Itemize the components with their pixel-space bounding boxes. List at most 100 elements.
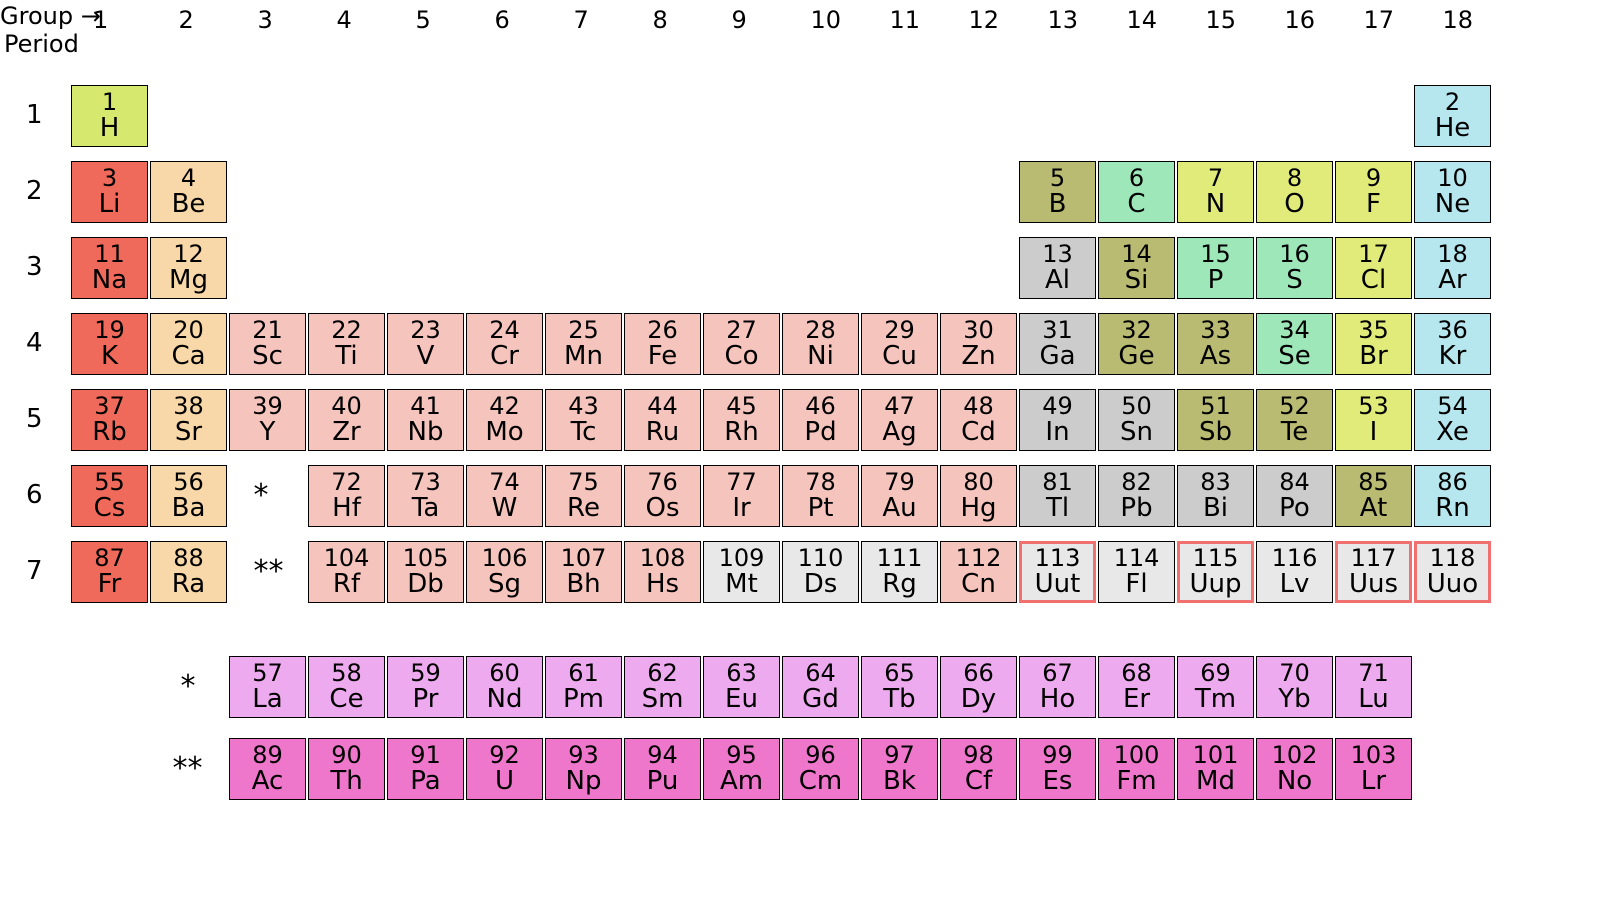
element-cell-Kr: 36Kr [1414,313,1491,375]
atomic-number: 12 [173,242,204,267]
element-cell-Rf: 104Rf [308,541,385,603]
element-symbol: Cm [799,768,842,795]
element-symbol: Ba [172,495,206,522]
atomic-number: 67 [1042,661,1073,686]
element-cell-Be: 4Be [150,161,227,223]
atomic-number: 93 [568,743,599,768]
element-symbol: Dy [961,686,996,713]
element-symbol: Uus [1349,571,1398,598]
atomic-number: 71 [1358,661,1389,686]
element-symbol: Ra [172,571,205,598]
atomic-number: 1 [102,90,117,115]
atomic-number: 8 [1287,166,1302,191]
element-cell-Sr: 38Sr [150,389,227,451]
atomic-number: 36 [1437,318,1468,343]
element-symbol: Cs [94,495,126,522]
element-cell-Pa: 91Pa [387,738,464,800]
element-cell-Ag: 47Ag [861,389,938,451]
group-label: Group → [0,2,101,30]
element-cell-Am: 95Am [703,738,780,800]
element-cell-Br: 35Br [1335,313,1412,375]
element-symbol: At [1360,495,1388,522]
atomic-number: 30 [963,318,994,343]
element-cell-Sg: 106Sg [466,541,543,603]
atomic-number: 7 [1208,166,1223,191]
atomic-number: 77 [726,470,757,495]
element-symbol: Eu [725,686,758,713]
atomic-number: 39 [252,394,283,419]
atomic-number: 9 [1366,166,1381,191]
element-cell-Po: 84Po [1256,465,1333,527]
element-cell-Cn: 112Cn [940,541,1017,603]
element-symbol: Pb [1120,495,1152,522]
element-cell-Ho: 67Ho [1019,656,1096,718]
atomic-number: 41 [410,394,441,419]
atomic-number: 4 [181,166,196,191]
element-cell-Rb: 37Rb [71,389,148,451]
atomic-number: 84 [1279,470,1310,495]
element-cell-Lr: 103Lr [1335,738,1412,800]
element-symbol: Tm [1195,686,1236,713]
element-cell-Fm: 100Fm [1098,738,1175,800]
element-cell-U: 92U [466,738,543,800]
element-symbol: Np [566,768,602,795]
atomic-number: 14 [1121,242,1152,267]
atomic-number: 117 [1351,546,1397,571]
atomic-number: 112 [956,546,1002,571]
atomic-number: 10 [1437,166,1468,191]
atomic-number: 16 [1279,242,1310,267]
atomic-number: 100 [1114,743,1160,768]
element-symbol: Fm [1116,768,1156,795]
element-symbol: B [1049,191,1067,218]
element-cell-Ne: 10Ne [1414,161,1491,223]
element-cell-Si: 14Si [1098,237,1175,299]
atomic-number: 29 [884,318,915,343]
group-number: 16 [1285,6,1316,34]
group-number: 13 [1048,6,1079,34]
element-symbol: Ho [1040,686,1075,713]
element-cell-Pu: 94Pu [624,738,701,800]
element-symbol: Rf [333,571,360,598]
atomic-number: 94 [647,743,678,768]
element-cell-Eu: 63Eu [703,656,780,718]
atomic-number: 15 [1200,242,1231,267]
element-symbol: Ag [882,419,916,446]
element-symbol: Mt [725,571,758,598]
element-cell-Pt: 78Pt [782,465,859,527]
element-cell-Os: 76Os [624,465,701,527]
element-cell-Es: 99Es [1019,738,1096,800]
atomic-number: 47 [884,394,915,419]
atomic-number: 110 [798,546,844,571]
group-number: 15 [1206,6,1237,34]
element-cell-N: 7N [1177,161,1254,223]
atomic-number: 107 [561,546,607,571]
element-symbol: O [1284,191,1304,218]
atomic-number: 79 [884,470,915,495]
element-cell-Re: 75Re [545,465,622,527]
atomic-number: 62 [647,661,678,686]
element-cell-I: 53I [1335,389,1412,451]
element-symbol: Cl [1361,267,1386,294]
element-cell-Mt: 109Mt [703,541,780,603]
element-cell-Tl: 81Tl [1019,465,1096,527]
element-symbol: Tb [883,686,915,713]
atomic-number: 17 [1358,242,1389,267]
atomic-number: 90 [331,743,362,768]
atomic-number: 48 [963,394,994,419]
element-cell-Th: 90Th [308,738,385,800]
atomic-number: 91 [410,743,441,768]
atomic-number: 42 [489,394,520,419]
atomic-number: 85 [1358,470,1389,495]
element-symbol: Yb [1278,686,1310,713]
element-symbol: Nb [408,419,444,446]
actinide-row-marker: ** [173,751,203,786]
period-number: 1 [26,100,43,130]
element-symbol: Md [1196,768,1235,795]
element-cell-Ti: 22Ti [308,313,385,375]
element-symbol: Mo [485,419,523,446]
element-symbol: Li [99,191,121,218]
element-cell-O: 8O [1256,161,1333,223]
element-symbol: Cu [882,343,917,370]
period-label-word: Period [4,30,79,58]
element-symbol: Cf [965,768,992,795]
